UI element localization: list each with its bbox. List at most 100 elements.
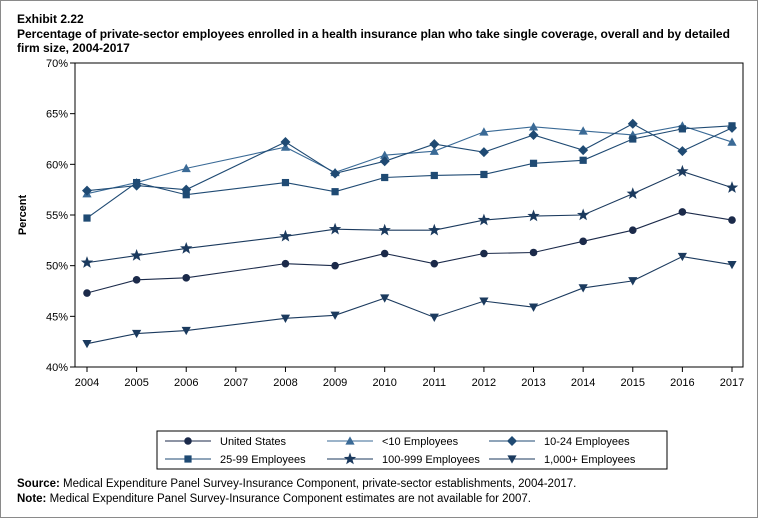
y-axis-label: Percent xyxy=(17,194,29,235)
y-tick-label: 65% xyxy=(46,109,68,121)
y-tick-label: 40% xyxy=(46,362,68,374)
data-point xyxy=(629,135,637,143)
x-tick-label: 2014 xyxy=(571,377,595,389)
footnotes: Source: Medical Expenditure Panel Survey… xyxy=(17,477,576,507)
data-point xyxy=(478,147,489,158)
data-point xyxy=(480,170,488,179)
data-point xyxy=(576,208,590,221)
data-point xyxy=(132,329,142,339)
line-chart: 40% 45% 50% 55% 60% 65% 70% 2004 2005 2006 2007 200… xyxy=(17,58,744,470)
legend-item: 1,000+ Employees xyxy=(489,454,636,466)
y-tick-label: 55% xyxy=(46,210,68,222)
x-tick-label: 2017 xyxy=(720,377,744,389)
data-point xyxy=(628,277,638,286)
legend-item: 100-999 Employees xyxy=(327,452,480,466)
x-tick-label: 2015 xyxy=(621,377,645,389)
data-point xyxy=(331,261,339,270)
data-point xyxy=(429,139,440,150)
data-point xyxy=(182,191,190,199)
y-tick-label: 45% xyxy=(46,311,68,323)
data-point xyxy=(133,178,141,187)
legend-marker xyxy=(345,436,355,445)
data-point xyxy=(429,146,439,155)
data-point xyxy=(82,185,92,196)
x-tick-label: 2010 xyxy=(372,377,396,389)
data-point xyxy=(429,313,439,322)
data-point xyxy=(480,249,488,258)
legend-label: 1,000+ Employees xyxy=(544,454,636,466)
data-point xyxy=(528,122,539,131)
legend-item: United States xyxy=(165,436,287,448)
data-point xyxy=(378,223,391,236)
x-tick-label: 2005 xyxy=(124,377,148,389)
legend-label: 10-24 Employees xyxy=(544,436,630,448)
note-label: Note: xyxy=(17,493,47,505)
x-tick-label: 2013 xyxy=(521,377,545,389)
data-point xyxy=(281,178,290,187)
legend-marker xyxy=(184,437,192,445)
legend-marker xyxy=(507,455,517,464)
legend-marker xyxy=(507,436,517,446)
x-tick-label: 2008 xyxy=(273,377,297,389)
data-point xyxy=(578,284,588,293)
data-point xyxy=(578,126,588,135)
data-point xyxy=(527,209,540,222)
data-point xyxy=(528,129,539,140)
data-point xyxy=(725,181,739,193)
x-tick-label: 2009 xyxy=(323,377,347,389)
series-3 xyxy=(83,122,736,222)
y-tick-label: 70% xyxy=(46,58,68,70)
legend-item: <10 Employees xyxy=(327,436,459,448)
note-line: Note: Medical Expenditure Panel Survey-I… xyxy=(17,492,576,507)
legend-label: <10 Employees xyxy=(382,436,459,448)
x-tick-label: 2007 xyxy=(224,377,248,389)
data-point xyxy=(380,294,390,303)
data-point xyxy=(280,137,291,148)
y-tick-label: 60% xyxy=(46,159,68,171)
data-point xyxy=(430,259,439,268)
x-tick-label: 2006 xyxy=(174,377,198,389)
data-point xyxy=(626,187,639,199)
legend-item: 10-24 Employees xyxy=(489,436,630,448)
data-point xyxy=(678,208,687,216)
data-point xyxy=(181,163,191,173)
data-point xyxy=(430,171,438,180)
data-point xyxy=(727,260,737,270)
source-label: Source: xyxy=(17,478,60,490)
data-point xyxy=(381,173,389,182)
legend-box xyxy=(156,430,668,470)
data-point xyxy=(279,229,292,242)
x-tick-label: 2016 xyxy=(670,377,694,389)
data-point xyxy=(628,226,637,234)
data-point xyxy=(677,146,688,157)
data-point xyxy=(281,259,290,268)
data-point xyxy=(678,125,686,133)
data-point xyxy=(379,156,390,167)
exhibit-number: Exhibit 2.22 xyxy=(17,12,84,26)
data-point xyxy=(380,150,390,159)
data-point xyxy=(80,256,94,268)
data-point xyxy=(529,248,538,257)
note-text: Medical Expenditure Panel Survey-Insuran… xyxy=(49,493,531,505)
legend-label: United States xyxy=(220,436,287,448)
data-point xyxy=(528,303,539,312)
data-point xyxy=(579,156,587,164)
data-point xyxy=(280,314,291,323)
data-point xyxy=(627,118,638,129)
data-point xyxy=(82,340,92,349)
legend-marker xyxy=(184,455,192,463)
legend-label: 100-999 Employees xyxy=(382,454,480,466)
data-point xyxy=(428,223,441,236)
data-point xyxy=(330,168,341,179)
data-point xyxy=(727,137,737,146)
series-0 xyxy=(83,208,736,297)
chart-title: Percentage of private-sector employees e… xyxy=(17,27,730,55)
data-point xyxy=(676,164,689,177)
legend: United States <10 Employees 10-24 Employee… xyxy=(156,430,668,470)
y-tick-label: 50% xyxy=(46,261,68,273)
series-4 xyxy=(80,164,739,268)
data-point xyxy=(728,216,736,224)
data-point xyxy=(579,237,587,246)
source-text: Medical Expenditure Panel Survey-Insuran… xyxy=(63,478,577,490)
